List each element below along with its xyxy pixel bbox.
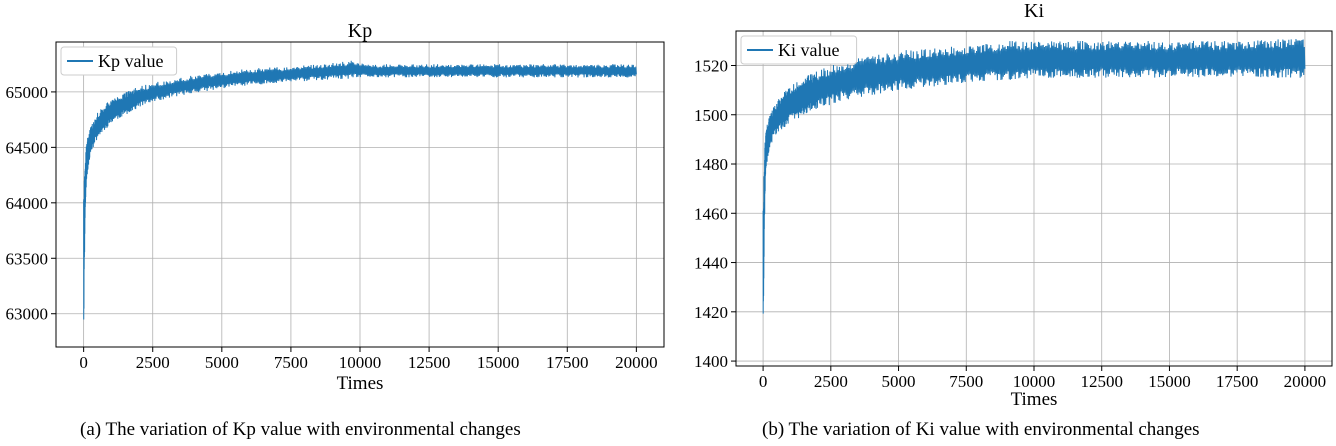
- legend: Kp value: [60, 46, 178, 76]
- legend-label: Kp value: [98, 51, 163, 71]
- x-tick-label: 5000: [882, 372, 916, 391]
- y-tick-label: 1520: [694, 56, 728, 75]
- caption-a: (a) The variation of Kp value with envir…: [80, 419, 521, 440]
- y-tick-label: 63000: [6, 305, 49, 324]
- x-tick-label: 0: [759, 372, 768, 391]
- x-tick-label: 10000: [339, 353, 382, 372]
- x-tick-label: 7500: [274, 353, 308, 372]
- series-line-kp-value: [83, 60, 637, 320]
- kp-chart: 0 2500 5000 7500 10000 12500 15000 17500 20000 63…: [6, 20, 665, 394]
- y-tick-label: 1440: [694, 254, 728, 273]
- y-tick-label: 1480: [694, 155, 728, 174]
- caption-b: (b) The variation of Ki value with envir…: [762, 419, 1200, 440]
- x-tick-label: 0: [79, 353, 88, 372]
- ki-chart: 0 2500 5000 7500 10000 12500 15000 17500 20000 14…: [694, 0, 1333, 410]
- x-tick-label: 5000: [205, 353, 239, 372]
- y-tick-label: 63500: [6, 249, 49, 268]
- x-tick-label: 12500: [1080, 372, 1123, 391]
- x-tick-label: 15000: [477, 353, 520, 372]
- x-tick-label: 15000: [1148, 372, 1191, 391]
- x-tick-label: 17500: [1216, 372, 1259, 391]
- chart-title: Kp: [348, 20, 372, 42]
- x-axis-label: Times: [1011, 389, 1058, 410]
- x-tick-label: 7500: [949, 372, 983, 391]
- x-tick-label: 20000: [1284, 372, 1327, 391]
- x-tick-label: 2500: [814, 372, 848, 391]
- x-tick-label: 20000: [615, 353, 658, 372]
- y-tick-label: 64000: [6, 194, 49, 213]
- legend-box: [740, 35, 858, 65]
- y-tick-label: 1500: [694, 106, 728, 125]
- y-tick-label: 1460: [694, 204, 728, 223]
- y-tick-label: 1420: [694, 303, 728, 322]
- legend-label: Ki value: [778, 40, 839, 60]
- legend-box: [60, 46, 178, 76]
- x-tick-label: 2500: [136, 353, 170, 372]
- y-tick-label: 65000: [6, 83, 49, 102]
- series-line-ki-value: [762, 39, 1306, 314]
- x-tick-label: 10000: [1013, 372, 1056, 391]
- x-axis-label: Times: [337, 373, 384, 394]
- y-tick-label: 1400: [694, 352, 728, 371]
- y-tick-label: 64500: [6, 138, 49, 157]
- chart-title: Ki: [1024, 0, 1044, 22]
- legend: Ki value: [740, 35, 858, 65]
- x-tick-label: 12500: [408, 353, 451, 372]
- x-tick-label: 17500: [546, 353, 589, 372]
